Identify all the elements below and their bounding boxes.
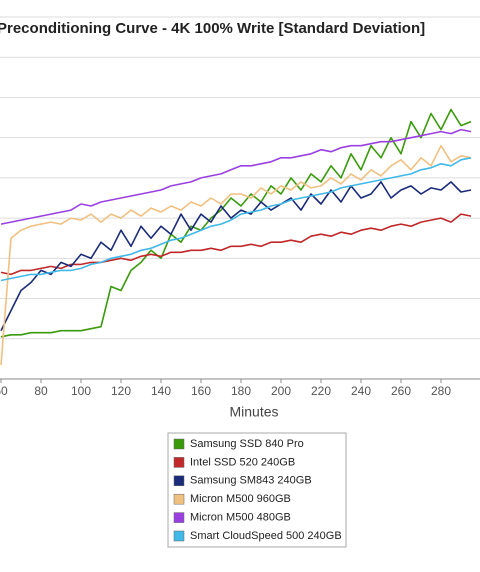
x-tick-label: 200 [271, 384, 291, 398]
legend-label: Intel SSD 520 240GB [190, 456, 295, 468]
series-line [0, 144, 472, 365]
series-line [0, 157, 472, 282]
series-line [0, 108, 472, 338]
x-tick-label: 120 [111, 384, 131, 398]
x-tick-label: 280 [431, 384, 451, 398]
x-tick-label: 220 [311, 384, 331, 398]
legend-label: Micron M500 960GB [190, 493, 291, 505]
x-tick-label: 260 [391, 384, 411, 398]
legend-swatch [173, 512, 185, 523]
x-tick-label: 100 [71, 384, 91, 398]
legend-swatch [173, 493, 185, 505]
series-line [0, 181, 472, 332]
legend-swatch [173, 457, 185, 468]
x-tick-label: 60 [0, 384, 8, 398]
legend-swatch [173, 530, 185, 542]
x-tick-label: 160 [191, 384, 211, 398]
x-axis-label: Minutes [229, 404, 278, 420]
x-tick-label: 80 [34, 384, 48, 398]
series-line [0, 128, 472, 225]
x-tick-label: 180 [231, 384, 251, 398]
x-tick-label: 140 [151, 384, 171, 398]
x-tick-label: 240 [351, 384, 371, 398]
legend-label: Samsung SM843 240GB [190, 475, 312, 487]
chart-title: Preconditioning Curve - 4K 100% Write [S… [0, 20, 425, 37]
legend-box [167, 432, 347, 548]
legend-swatch [173, 475, 185, 487]
legend-label: Smart CloudSpeed 500 240GB [190, 530, 342, 542]
legend-swatch [173, 438, 185, 450]
legend-label: Samsung SSD 840 Pro [190, 438, 304, 450]
legend-label: Micron M500 480GB [190, 512, 291, 524]
series-line [0, 213, 472, 276]
